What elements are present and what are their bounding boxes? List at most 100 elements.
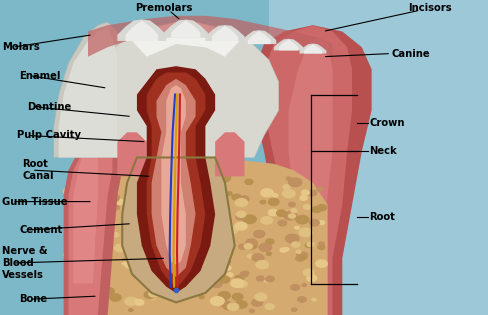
Polygon shape bbox=[299, 43, 326, 54]
Circle shape bbox=[295, 255, 304, 261]
Circle shape bbox=[151, 224, 158, 229]
Circle shape bbox=[153, 259, 165, 266]
Circle shape bbox=[295, 215, 308, 224]
Circle shape bbox=[311, 298, 316, 301]
Circle shape bbox=[112, 205, 119, 210]
Circle shape bbox=[214, 245, 219, 249]
Circle shape bbox=[265, 251, 270, 255]
Circle shape bbox=[220, 259, 230, 265]
Circle shape bbox=[195, 187, 201, 191]
Circle shape bbox=[78, 256, 88, 263]
Circle shape bbox=[285, 234, 299, 243]
Circle shape bbox=[291, 308, 296, 311]
Polygon shape bbox=[117, 132, 146, 176]
Circle shape bbox=[264, 304, 274, 310]
Circle shape bbox=[317, 245, 324, 249]
Circle shape bbox=[298, 228, 311, 237]
Circle shape bbox=[134, 208, 143, 215]
Circle shape bbox=[249, 309, 254, 312]
Circle shape bbox=[155, 235, 160, 238]
Polygon shape bbox=[288, 38, 332, 252]
Circle shape bbox=[265, 252, 271, 255]
Circle shape bbox=[115, 199, 123, 205]
Circle shape bbox=[232, 293, 243, 300]
Polygon shape bbox=[63, 158, 327, 315]
Circle shape bbox=[202, 275, 215, 284]
Text: Root
Canal: Root Canal bbox=[22, 159, 53, 181]
Circle shape bbox=[285, 177, 290, 180]
Circle shape bbox=[278, 220, 286, 226]
Circle shape bbox=[91, 292, 104, 301]
Circle shape bbox=[76, 191, 82, 196]
Circle shape bbox=[182, 179, 189, 184]
Circle shape bbox=[138, 252, 142, 255]
Circle shape bbox=[210, 277, 221, 284]
Circle shape bbox=[100, 180, 112, 188]
Circle shape bbox=[124, 250, 137, 258]
Circle shape bbox=[280, 248, 286, 252]
Text: Neck: Neck bbox=[368, 146, 396, 156]
Polygon shape bbox=[205, 25, 244, 41]
Circle shape bbox=[172, 245, 184, 253]
Circle shape bbox=[215, 212, 220, 215]
Circle shape bbox=[206, 259, 211, 262]
Circle shape bbox=[283, 248, 288, 251]
Circle shape bbox=[226, 273, 232, 277]
Circle shape bbox=[193, 246, 203, 252]
Circle shape bbox=[72, 208, 81, 214]
Circle shape bbox=[175, 269, 183, 274]
Text: Bone: Bone bbox=[20, 294, 48, 304]
Circle shape bbox=[93, 243, 99, 246]
Circle shape bbox=[282, 190, 295, 198]
Circle shape bbox=[240, 272, 247, 277]
Polygon shape bbox=[125, 20, 158, 41]
Circle shape bbox=[299, 255, 305, 260]
Circle shape bbox=[239, 196, 248, 202]
Circle shape bbox=[63, 188, 76, 196]
Circle shape bbox=[306, 275, 316, 281]
Circle shape bbox=[87, 189, 98, 195]
Circle shape bbox=[162, 193, 175, 202]
Polygon shape bbox=[146, 72, 205, 287]
Circle shape bbox=[218, 292, 230, 299]
Circle shape bbox=[260, 234, 265, 237]
Circle shape bbox=[272, 194, 277, 197]
Circle shape bbox=[294, 226, 299, 229]
Text: Nerve &
Blood
Vessels: Nerve & Blood Vessels bbox=[2, 246, 48, 280]
Circle shape bbox=[211, 280, 222, 288]
Circle shape bbox=[63, 251, 76, 259]
Circle shape bbox=[128, 232, 140, 239]
Circle shape bbox=[125, 262, 134, 268]
Circle shape bbox=[122, 262, 127, 265]
Circle shape bbox=[299, 196, 307, 200]
Circle shape bbox=[99, 299, 103, 302]
Circle shape bbox=[307, 190, 316, 196]
Circle shape bbox=[297, 297, 305, 302]
Circle shape bbox=[128, 309, 133, 312]
Circle shape bbox=[288, 178, 301, 186]
Circle shape bbox=[144, 291, 156, 299]
Circle shape bbox=[178, 196, 183, 199]
Circle shape bbox=[193, 255, 199, 259]
Circle shape bbox=[283, 185, 289, 189]
Circle shape bbox=[237, 281, 247, 287]
Circle shape bbox=[204, 216, 216, 224]
Circle shape bbox=[93, 243, 99, 247]
Polygon shape bbox=[137, 66, 215, 293]
Polygon shape bbox=[132, 22, 239, 57]
Polygon shape bbox=[122, 158, 234, 302]
Polygon shape bbox=[278, 39, 298, 50]
Circle shape bbox=[177, 284, 185, 290]
Circle shape bbox=[77, 293, 87, 299]
Circle shape bbox=[168, 215, 181, 224]
Circle shape bbox=[85, 213, 94, 218]
Text: Molars: Molars bbox=[2, 42, 40, 52]
Circle shape bbox=[296, 250, 301, 253]
Circle shape bbox=[173, 189, 183, 195]
Circle shape bbox=[199, 295, 203, 299]
Polygon shape bbox=[211, 26, 238, 41]
Circle shape bbox=[268, 209, 278, 216]
Circle shape bbox=[259, 243, 271, 251]
Circle shape bbox=[309, 220, 319, 226]
Circle shape bbox=[75, 212, 87, 220]
